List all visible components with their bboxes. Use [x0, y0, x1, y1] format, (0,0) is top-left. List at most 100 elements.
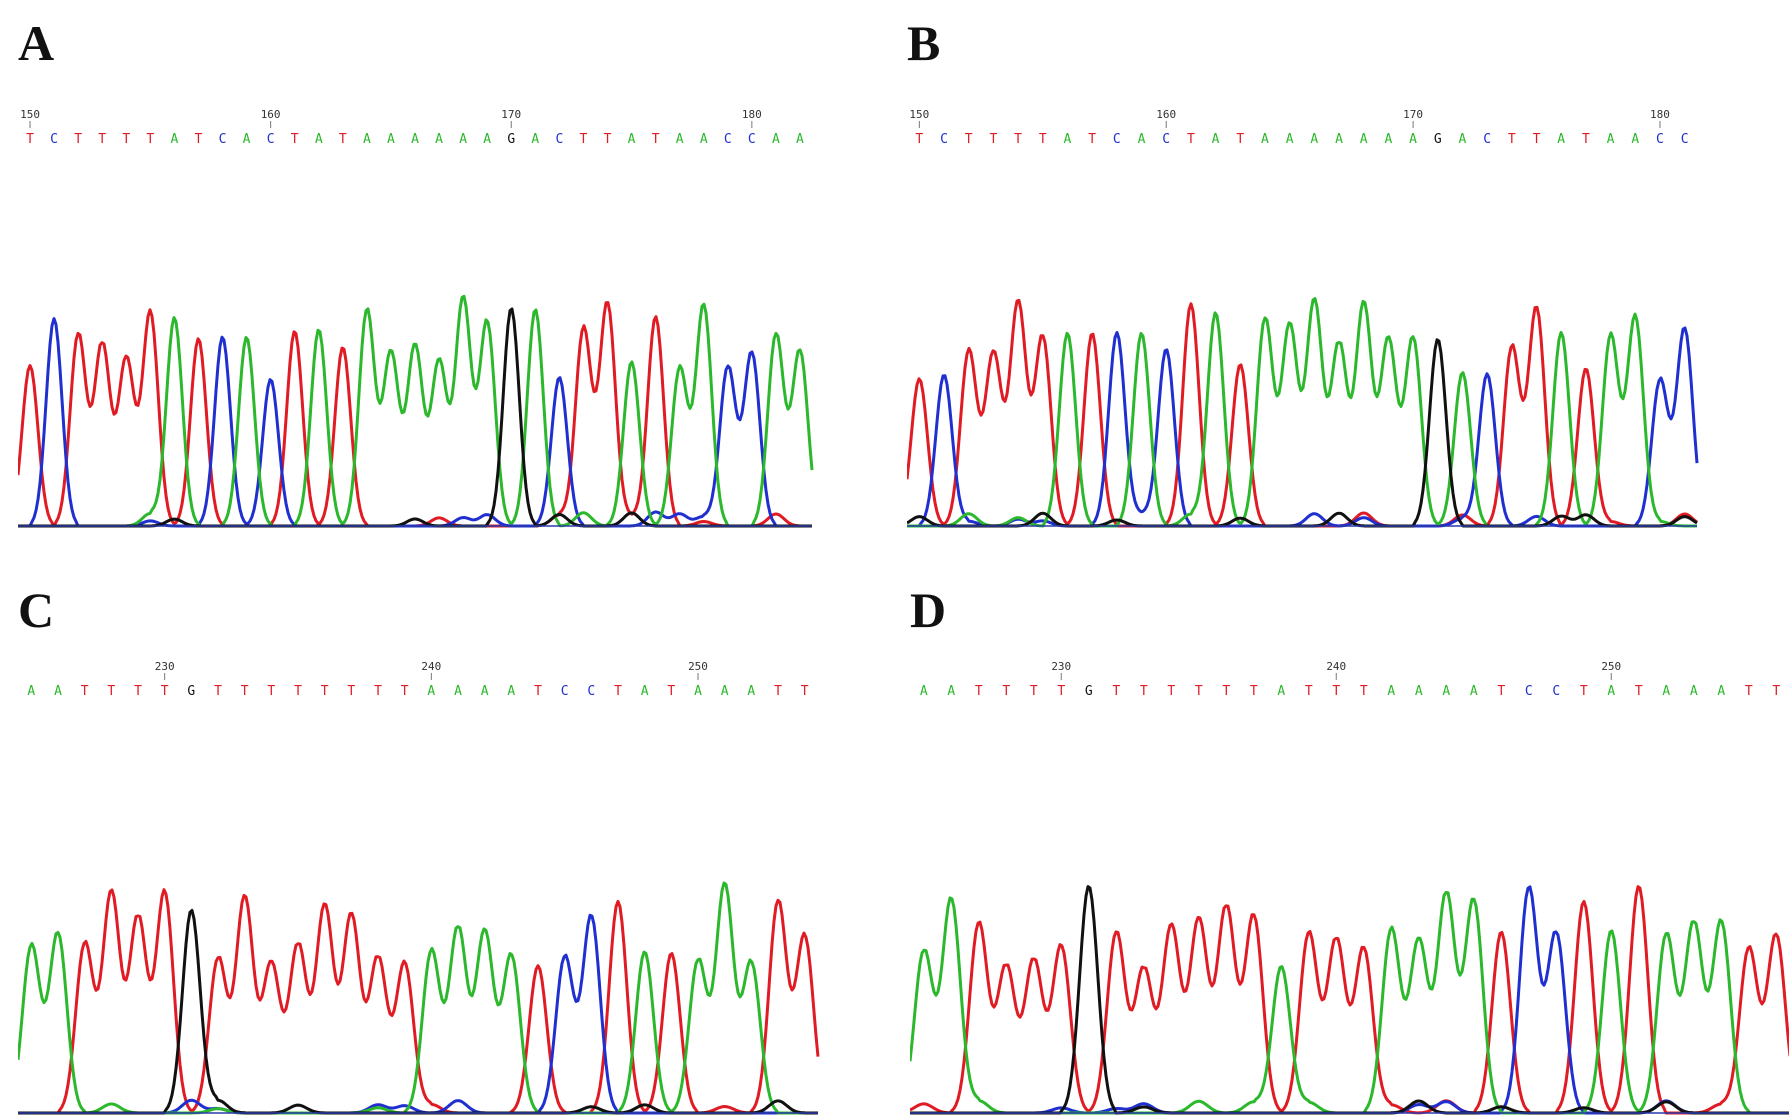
base-call: T — [652, 132, 660, 147]
panel-a: A T C T T T T A T C A C T A T A A A A A A G A C T T A T A A C C A A 150 16… — [18, 18, 818, 538]
base-call: C — [1552, 684, 1560, 699]
base-call: T — [614, 684, 622, 699]
base-call: A — [721, 684, 729, 699]
base-call: T — [667, 684, 675, 699]
base-call: T — [1508, 132, 1516, 147]
base-call: T — [374, 684, 382, 699]
base-call: A — [1470, 684, 1478, 699]
base-call: T — [161, 684, 169, 699]
panel-c: C A A T T T T G T T T T T T T T A A A A T C C T A T A A A T T 230 240 25… — [18, 585, 828, 1116]
base-call: T — [1112, 684, 1120, 699]
base-call: A — [920, 684, 928, 699]
base-call: A — [507, 684, 515, 699]
base-call: G — [187, 684, 195, 699]
base-call: A — [1557, 132, 1565, 147]
base-call: A — [1631, 132, 1639, 147]
position-label: 230 — [1051, 660, 1071, 673]
base-call: A — [1415, 684, 1423, 699]
trace-g — [18, 908, 818, 1115]
base-call: A — [700, 132, 708, 147]
base-call: A — [435, 132, 443, 147]
base-call: A — [1384, 132, 1392, 147]
base-call: A — [483, 132, 491, 147]
trace-t — [907, 298, 1698, 528]
base-call: A — [54, 684, 62, 699]
base-call: C — [50, 132, 58, 147]
chromatogram-c — [18, 881, 820, 1115]
sequence-track-a: T C T T T T A T C A C T A T A A A A A A G A C T T A T A A C C A A 150 160 1… — [20, 108, 804, 147]
panel-b: B T C T T T T A T C A C T A T A A A A A A A G A C T T A T A A C C 150 160… — [907, 18, 1707, 538]
base-call: T — [339, 132, 347, 147]
base-call: T — [26, 132, 34, 147]
base-call: A — [628, 132, 636, 147]
base-call: T — [534, 684, 542, 699]
base-call: T — [1167, 684, 1175, 699]
base-call: A — [1690, 684, 1698, 699]
trace-g — [18, 307, 812, 528]
base-call: T — [1039, 132, 1047, 147]
position-label: 180 — [1650, 108, 1670, 121]
base-call: T — [774, 684, 782, 699]
sequence-track-d: A A T T T T G T T T T T T A T T T A A A A T C C T A T A A A T T 230 240 25… — [920, 660, 1781, 699]
base-call: T — [1002, 684, 1010, 699]
base-call: A — [531, 132, 539, 147]
base-call: T — [134, 684, 142, 699]
base-call: T — [291, 132, 299, 147]
base-call: T — [1772, 684, 1780, 699]
base-call: T — [81, 684, 89, 699]
position-label: 170 — [501, 108, 521, 121]
base-call: A — [1409, 132, 1417, 147]
base-call: T — [1057, 684, 1065, 699]
position-label: 160 — [1156, 108, 1176, 121]
base-call: A — [772, 132, 780, 147]
base-call: T — [1014, 132, 1022, 147]
base-call: T — [321, 684, 329, 699]
base-call: A — [481, 684, 489, 699]
base-call: C — [724, 132, 732, 147]
base-call: T — [1195, 684, 1203, 699]
base-call: T — [195, 132, 203, 147]
position-label: 150 — [20, 108, 40, 121]
position-label: 250 — [688, 660, 708, 673]
base-call: A — [387, 132, 395, 147]
base-call: A — [1138, 132, 1146, 147]
base-call: C — [940, 132, 948, 147]
base-call: A — [1310, 132, 1318, 147]
base-call: T — [1582, 132, 1590, 147]
panel-label-c: C — [18, 582, 55, 638]
base-call: C — [1525, 684, 1533, 699]
base-call: A — [1607, 132, 1615, 147]
base-call: T — [1497, 684, 1505, 699]
base-call: A — [1717, 684, 1725, 699]
position-label: 240 — [421, 660, 441, 673]
base-call: C — [555, 132, 563, 147]
position-label: 250 — [1601, 660, 1621, 673]
base-call: T — [1187, 132, 1195, 147]
position-label: 160 — [261, 108, 281, 121]
base-call: A — [459, 132, 467, 147]
trace-t — [910, 885, 1789, 1115]
base-call: T — [1250, 684, 1258, 699]
base-call: T — [1088, 132, 1096, 147]
base-call: T — [975, 684, 983, 699]
base-call: G — [1434, 132, 1442, 147]
base-call: T — [1580, 684, 1588, 699]
base-call: T — [965, 132, 973, 147]
base-call: A — [796, 132, 804, 147]
base-call: T — [122, 132, 130, 147]
base-call: T — [989, 132, 997, 147]
base-call: A — [1261, 132, 1269, 147]
base-call: T — [604, 132, 612, 147]
base-call: A — [947, 684, 955, 699]
trace-a — [18, 294, 814, 528]
sequence-track-c: A A T T T T G T T T T T T T T A A A A T C C T A T A A A T T 230 240 250 — [27, 660, 808, 699]
base-call: A — [427, 684, 435, 699]
base-call: A — [363, 132, 371, 147]
base-call: A — [315, 132, 323, 147]
base-call: T — [74, 132, 82, 147]
panel-label-a: A — [18, 15, 55, 71]
base-call: C — [1162, 132, 1170, 147]
base-call: A — [1064, 132, 1072, 147]
base-call: T — [401, 684, 409, 699]
panel-label-b: B — [907, 15, 941, 71]
